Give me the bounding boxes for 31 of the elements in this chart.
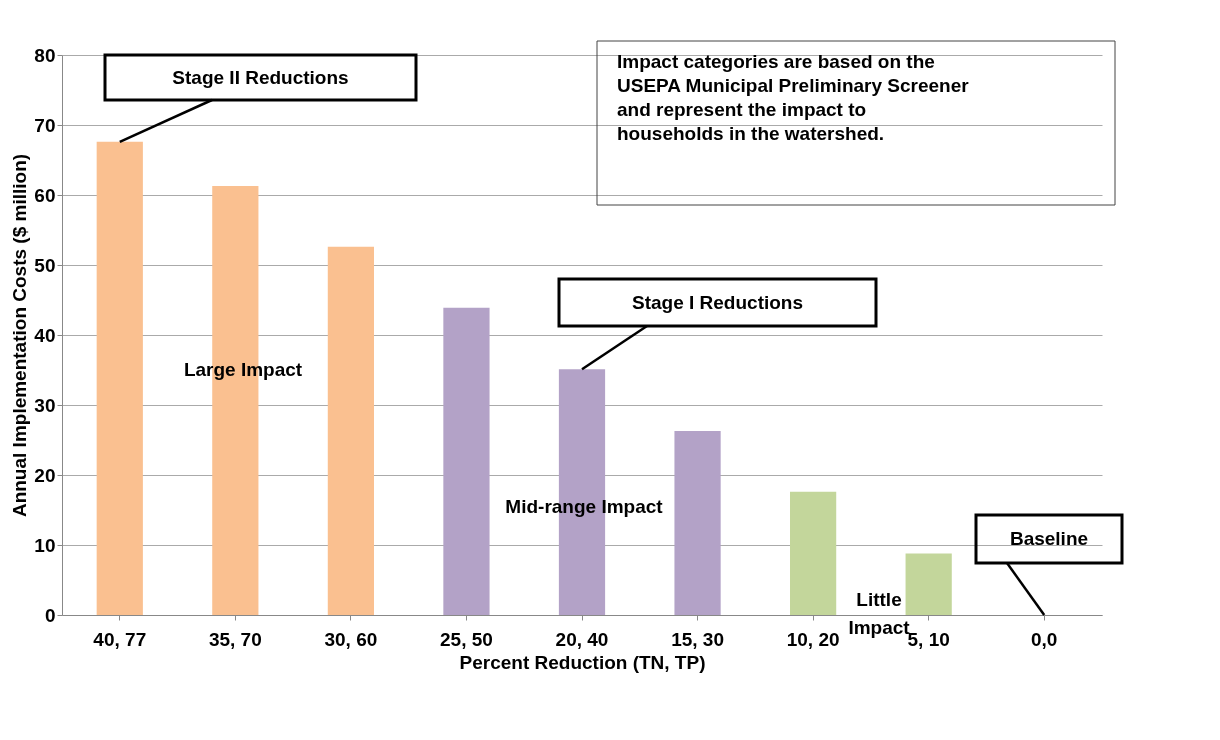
x-tick-label: 10, 20 [786,628,840,650]
y-tick-label: 40 [34,324,56,346]
annotation: Mid-range Impact [505,496,664,517]
y-tick-label: 80 [34,44,56,66]
bar [674,430,721,615]
annotation: Baseline [1009,528,1089,549]
x-tick-label: 0,0 [1031,628,1058,650]
annotation: Large Impact [183,359,303,380]
bar [96,141,143,615]
x-tick-label: 15, 30 [671,628,724,650]
bar [790,491,837,615]
annotation: Stage II Reductions [172,66,349,88]
annotation: Impact categories are based on the USEPA Municipal Preliminary Screener and represent the impact to households in the watershed. [617,51,970,144]
y-tick-label: 0 [44,604,56,626]
x-tick-label: 20, 40 [555,628,609,650]
bar [905,553,952,615]
x-tick-label: 30, 60 [324,628,378,650]
x-tick-label: 40, 77 [93,628,147,650]
bar [443,307,490,615]
y-tick-label: 50 [34,254,56,276]
y-tick-label: 20 [34,464,56,486]
y-axis-title: Annual Implementation Costs ($ million) [9,153,31,518]
y-tick-label: 10 [34,534,56,556]
y-tick-label: 30 [34,394,56,416]
bar [327,246,374,615]
y-tick-label: 60 [34,184,56,206]
x-axis-title: Percent Reduction (TN, TP) [459,651,706,673]
x-tick-label: 25, 50 [440,628,493,650]
y-tick-label: 70 [34,114,56,136]
annotation: Stage I Reductions [631,291,804,313]
x-tick-label: 35, 70 [208,628,262,650]
